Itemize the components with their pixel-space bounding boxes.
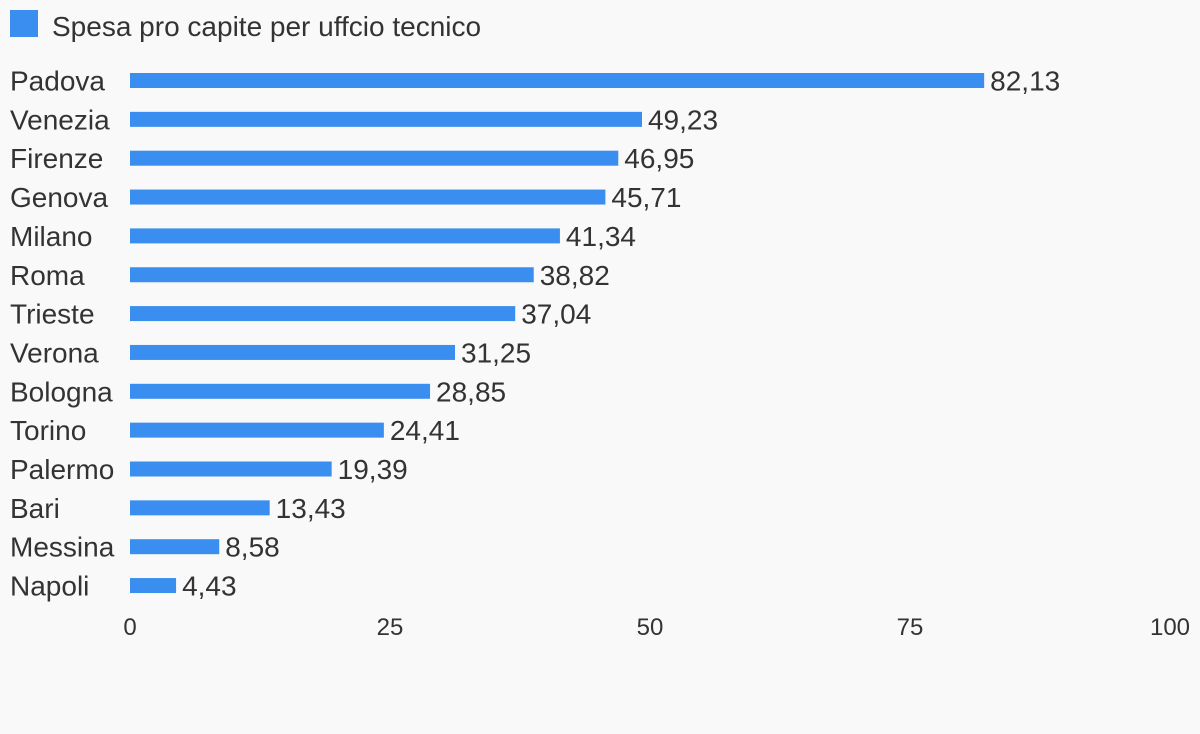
- value-label-padova: 82,13: [990, 66, 1060, 97]
- value-label-napoli: 4,43: [182, 571, 237, 602]
- value-label-roma: 38,82: [540, 260, 610, 291]
- value-label-bologna: 28,85: [436, 376, 506, 407]
- category-label-torino: Torino: [10, 415, 86, 446]
- bar-venezia: [130, 111, 642, 127]
- x-tick-label-25: 25: [377, 614, 404, 641]
- category-label-venezia: Venezia: [10, 104, 110, 135]
- legend-label: Spesa pro capite per uffcio tecnico: [52, 11, 481, 42]
- category-label-napoli: Napoli: [10, 571, 89, 602]
- category-label-messina: Messina: [10, 532, 115, 563]
- bar-napoli: [130, 578, 177, 594]
- category-label-genova: Genova: [10, 182, 108, 213]
- bar-bari: [130, 500, 270, 516]
- value-label-messina: 8,58: [225, 532, 280, 563]
- category-label-bari: Bari: [10, 493, 60, 524]
- value-label-firenze: 46,95: [624, 143, 694, 174]
- value-label-milano: 41,34: [566, 221, 636, 252]
- value-label-venezia: 49,23: [648, 104, 718, 135]
- bar-torino: [130, 422, 384, 438]
- value-label-genova: 45,71: [611, 182, 681, 213]
- category-label-bologna: Bologna: [10, 376, 113, 407]
- bar-genova: [130, 189, 606, 205]
- bar-trieste: [130, 306, 516, 322]
- legend: Spesa pro capite per uffcio tecnico: [10, 10, 481, 42]
- value-label-bari: 13,43: [276, 493, 346, 524]
- value-label-trieste: 37,04: [521, 299, 591, 330]
- category-label-firenze: Firenze: [10, 143, 103, 174]
- x-axis-tick-labels: 0 25 50 75 100: [123, 614, 1190, 641]
- bar-bologna: [130, 383, 431, 399]
- bar-palermo: [130, 461, 332, 477]
- category-label-roma: Roma: [10, 260, 85, 291]
- x-tick-label-75: 75: [897, 614, 924, 641]
- x-tick-label-100: 100: [1150, 614, 1190, 641]
- category-label-milano: Milano: [10, 221, 92, 252]
- bar-firenze: [130, 150, 619, 166]
- bar-roma: [130, 267, 534, 283]
- category-label-trieste: Trieste: [10, 299, 95, 330]
- bar-milano: [130, 228, 560, 244]
- bar-messina: [130, 539, 220, 555]
- value-labels: 82,13 49,23 46,95 45,71 41,34 38,82 37,04 31,25…: [182, 66, 1060, 602]
- bars: [130, 73, 985, 594]
- value-label-palermo: 19,39: [338, 454, 408, 485]
- x-tick-label-0: 0: [123, 614, 136, 641]
- value-label-torino: 24,41: [390, 415, 460, 446]
- x-tick-label-50: 50: [637, 614, 664, 641]
- legend-swatch: [10, 10, 38, 37]
- category-label-padova: Padova: [10, 66, 105, 97]
- bar-verona: [130, 344, 455, 360]
- category-labels: Padova Venezia Firenze Genova Milano Roma Trie…: [10, 66, 115, 602]
- category-label-verona: Verona: [10, 337, 99, 368]
- category-label-palermo: Palermo: [10, 454, 114, 485]
- bar-padova: [130, 73, 985, 88]
- value-label-verona: 31,25: [461, 337, 531, 368]
